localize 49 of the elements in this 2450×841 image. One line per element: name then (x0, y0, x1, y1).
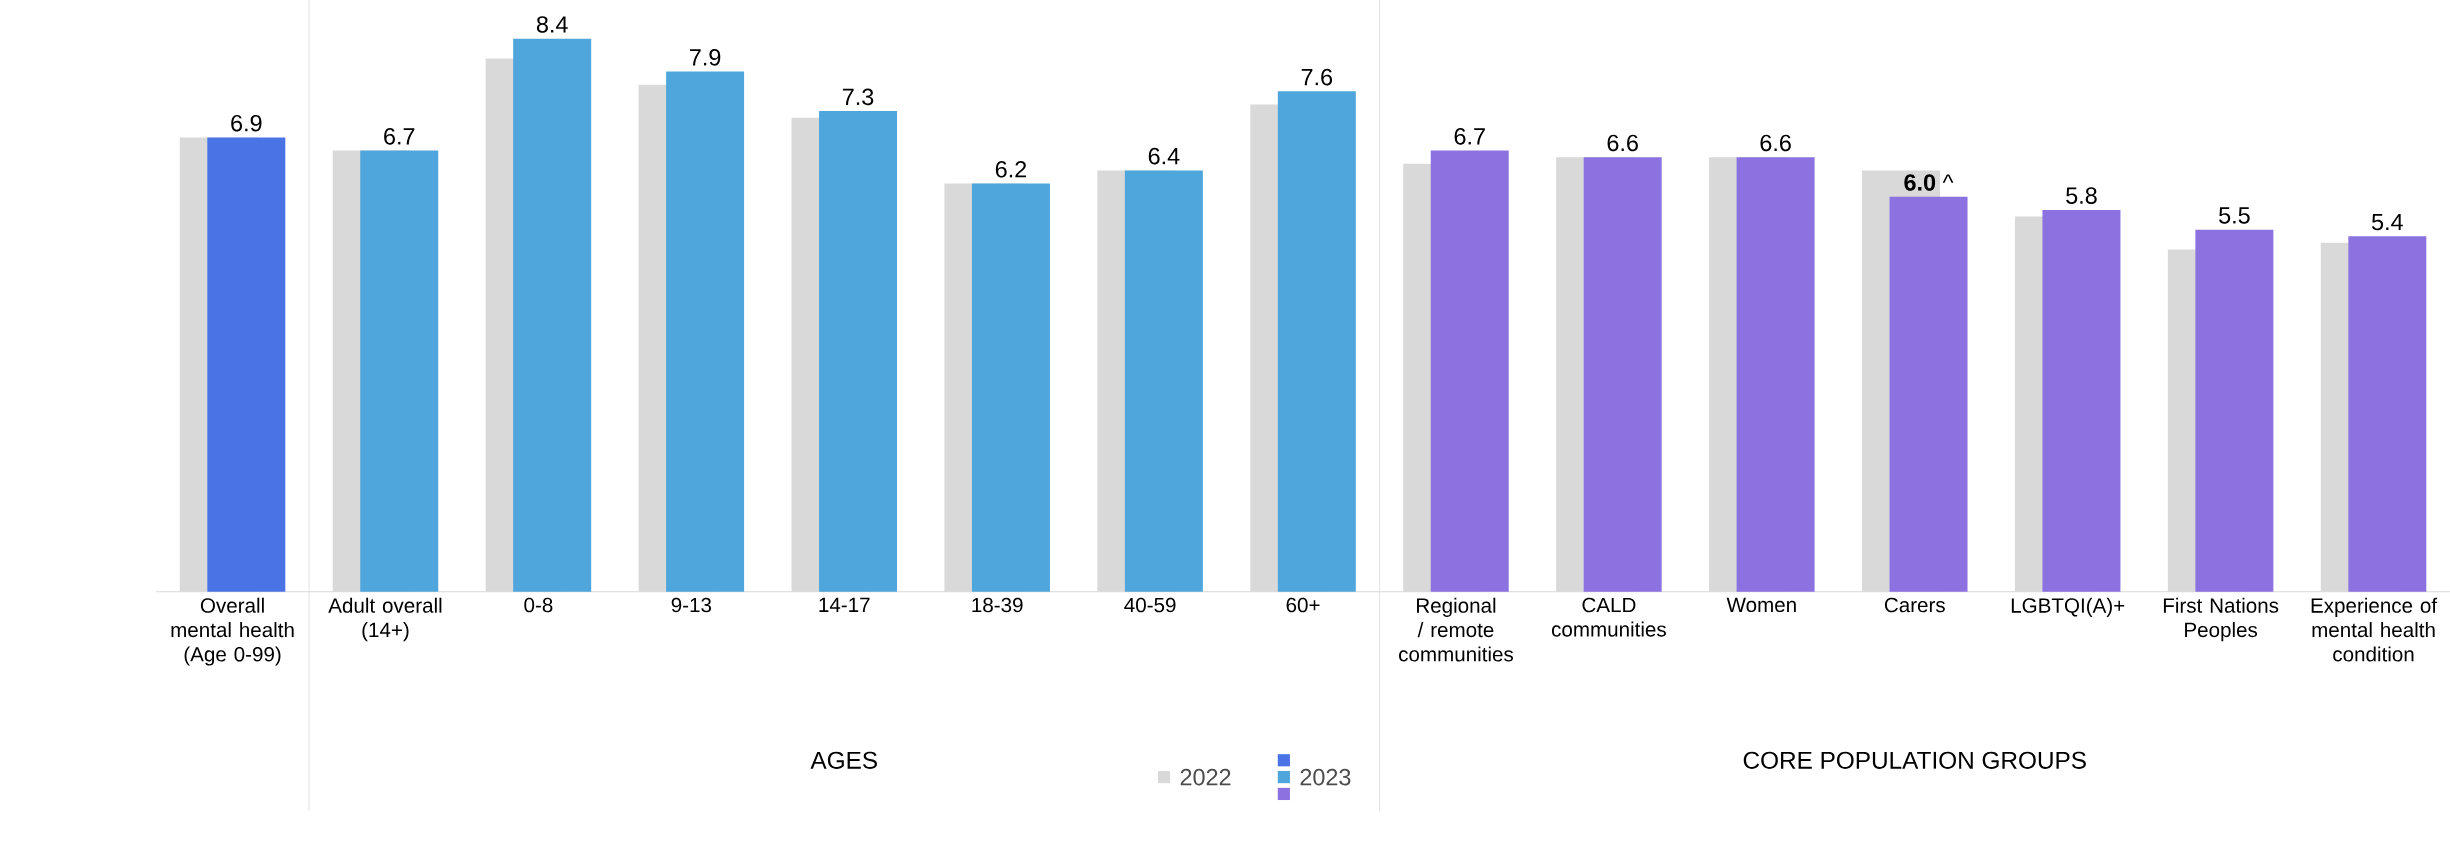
bar (360, 150, 439, 592)
bar (513, 38, 592, 592)
legend-label: 2023 (1300, 768, 1351, 786)
bar (1124, 170, 1203, 592)
x-tick-label: 60+ (1286, 597, 1320, 613)
x-tick-label: First Nations Peoples (2163, 597, 2279, 642)
x-tick-label: LGBTQI(A)+ (2011, 597, 2125, 618)
bar (1583, 157, 1662, 592)
data-label: 6.6 (1607, 134, 1638, 152)
data-label: 6.7 (1454, 128, 1485, 145)
x-tick-label: Carers (1884, 597, 1945, 613)
data-label: 8.4 (536, 16, 568, 33)
bar (1889, 196, 1968, 592)
legend-label: 2022 (1180, 768, 1231, 786)
text: AGES (810, 751, 877, 769)
data-label: 6.2 (995, 161, 1027, 178)
bar (2348, 236, 2427, 592)
data-label: 5.5 (2219, 207, 2250, 224)
x-tick-label: 9-13 (671, 597, 712, 613)
bar (1736, 157, 1815, 592)
x-tick-label: 18-39 (972, 597, 1023, 613)
data-label: 7.3 (842, 88, 874, 106)
bar (1277, 91, 1356, 592)
x-tick-label: 0-8 (524, 597, 553, 613)
x-tick-label: Adult overall (14+) (328, 597, 442, 642)
data-label: 5.8 (2066, 187, 2097, 204)
bar (819, 111, 898, 592)
bar (2195, 229, 2274, 592)
data-label: 7.6 (1301, 68, 1333, 86)
x-tick-label: Overall mental health (Age 0-99) (171, 597, 294, 666)
bar (971, 183, 1050, 592)
x-tick-label: 14-17 (819, 597, 870, 612)
x-tick-label: CALD communities (1551, 597, 1666, 637)
text: CORE POPULATION GROUPS (1743, 751, 2086, 769)
bar (207, 137, 286, 592)
x-tick-label: Regional / remote communities (1399, 597, 1514, 662)
x-tick-label: Women (1726, 597, 1796, 613)
data-label: 6.7 (384, 128, 415, 145)
data-label: 6.6 (1760, 134, 1791, 152)
data-label: 6.9 (231, 115, 262, 132)
data-label: 7.9 (690, 49, 721, 66)
x-tick-label: 40-59 (1124, 597, 1176, 613)
data-label: 6.4 (1148, 147, 1180, 165)
bar (1430, 150, 1509, 592)
bar (666, 71, 745, 592)
bar (2042, 209, 2121, 592)
x-tick-label: Experience of mental health condition (2311, 597, 2438, 662)
data-label: 6.0 ^ (1904, 174, 1954, 191)
data-label: 5.4 (2371, 214, 2403, 231)
